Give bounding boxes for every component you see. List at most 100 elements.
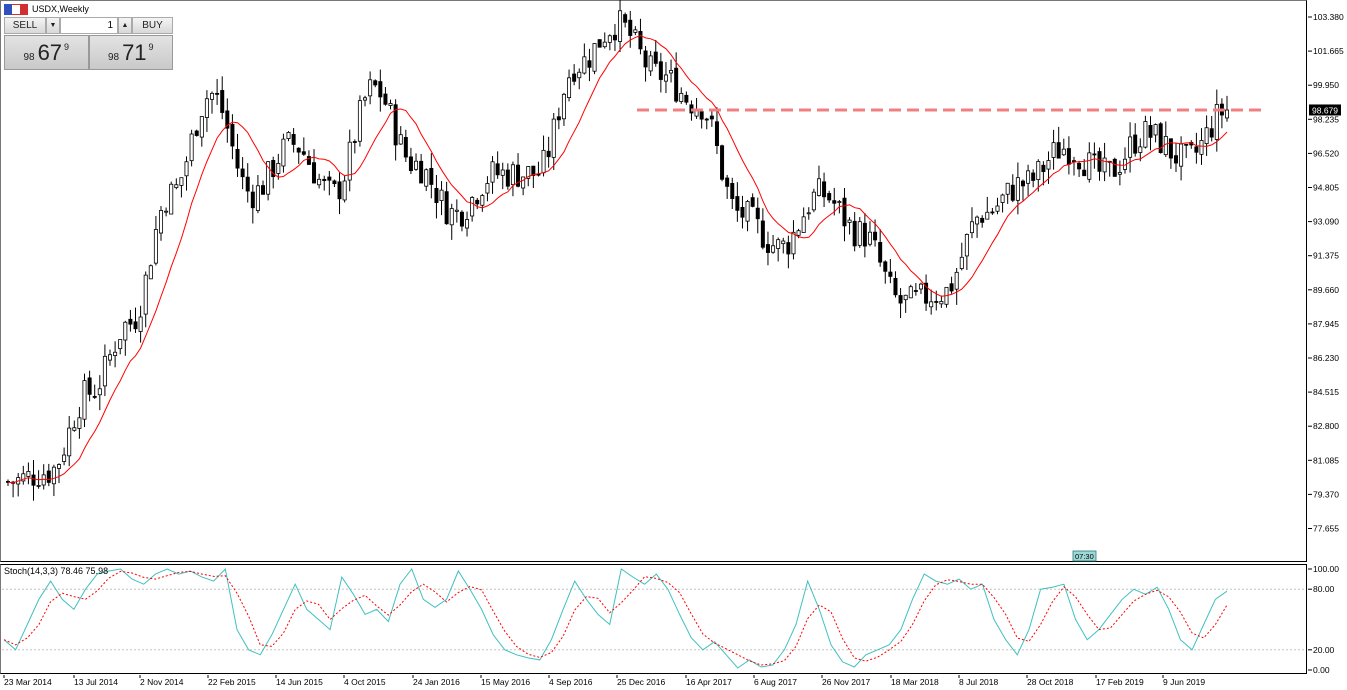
candle-body: [419, 160, 424, 184]
candle-body: [975, 216, 980, 225]
candle-body: [128, 318, 133, 325]
x-tick-label: 17 Feb 2019: [1096, 677, 1144, 687]
candle-body: [924, 282, 929, 304]
candle-body: [1117, 172, 1122, 175]
session-time-label: 07:30: [1075, 552, 1094, 561]
candle-body: [1194, 146, 1199, 153]
candle-body: [720, 145, 725, 180]
candle-body: [230, 123, 235, 147]
candle-body: [220, 90, 225, 113]
price-chart: 103.380 101.665 99.950 98.235 96.520 94.805 93…: [6, 0, 1344, 562]
quantity-dropdown-icon[interactable]: ▼: [46, 17, 60, 34]
candle-body: [607, 35, 612, 43]
candle-body: [46, 470, 51, 483]
x-tick-label: 15 May 2016: [481, 677, 530, 687]
candle-body: [801, 216, 806, 233]
candle-body: [164, 210, 169, 213]
x-tick-label: 26 Nov 2017: [822, 677, 870, 687]
candle-body: [444, 191, 449, 225]
candle-body: [276, 163, 281, 174]
sell-button[interactable]: SELL: [4, 17, 46, 34]
candle-body: [847, 219, 852, 223]
candle-body: [1077, 162, 1082, 170]
candle-body: [873, 231, 878, 241]
candle-body: [628, 19, 633, 36]
candle-body: [143, 274, 148, 315]
current-price-tag: [1309, 104, 1341, 116]
candle-body: [97, 388, 102, 396]
y-tick-label: 82.800: [1313, 421, 1339, 431]
buy-button[interactable]: BUY: [132, 17, 173, 34]
candle-body: [261, 185, 266, 195]
x-tick-label: 25 Dec 2016: [617, 677, 665, 687]
candle-body: [684, 94, 689, 103]
candle-body: [148, 265, 153, 280]
quantity-input[interactable]: 1: [60, 17, 118, 34]
stoch-signal-line: [3, 570, 1228, 666]
x-tick-label: 2 Nov 2014: [140, 677, 184, 687]
y-tick-label: 91.375: [1313, 251, 1339, 261]
candle-body: [470, 197, 475, 217]
candle-body: [102, 355, 107, 387]
candle-body: [842, 197, 847, 227]
candle-body: [985, 211, 990, 220]
candle-body: [36, 485, 41, 487]
candle-body: [510, 164, 515, 186]
candle-body: [439, 189, 444, 202]
candle-body: [883, 261, 888, 272]
candle-body: [939, 301, 944, 305]
candle-body: [679, 92, 684, 102]
candle-body: [964, 234, 969, 257]
candle-body: [1214, 104, 1219, 140]
y-tick-label: 79.370: [1313, 489, 1339, 499]
price-chart-panel[interactable]: 103.380 101.665 99.950 98.235 96.520 94.805 93…: [0, 0, 1344, 562]
candle-body: [26, 470, 31, 477]
stochastic-panel[interactable]: 100.00 80.00 20.00 0.00 23 Mar 2014 13 Jul 20…: [0, 564, 1339, 687]
candle-body: [383, 93, 388, 105]
candle-body: [1148, 125, 1153, 138]
candle-body: [980, 217, 985, 223]
candle-body: [827, 193, 832, 201]
candle-body: [424, 169, 429, 187]
candle-body: [1041, 164, 1046, 173]
candle-body: [541, 149, 546, 174]
buy-price-box[interactable]: 98 71 9: [88, 35, 173, 70]
candle-body: [317, 178, 322, 186]
candle-body: [745, 201, 750, 222]
candle-body: [1015, 177, 1020, 201]
candle-body: [602, 41, 607, 48]
quantity-up-icon[interactable]: ▲: [118, 17, 132, 34]
candle-body: [301, 151, 306, 155]
candle-body: [41, 474, 46, 486]
candle-body: [378, 81, 383, 98]
candle-body: [1051, 142, 1056, 158]
candle-body: [1087, 152, 1092, 180]
candle-body: [296, 147, 301, 153]
candle-body: [92, 396, 97, 398]
y-tick-label: 101.665: [1313, 46, 1344, 56]
candle-body: [796, 230, 801, 236]
candle-body: [363, 97, 368, 101]
buy-price-prefix: 98: [107, 52, 120, 63]
candle-body: [250, 191, 255, 209]
candle-body: [1000, 194, 1005, 203]
candle-body: [1133, 134, 1138, 154]
x-tick-label: 16 Apr 2017: [686, 677, 732, 687]
candle-body: [169, 183, 174, 215]
candle-body: [118, 339, 123, 350]
candle-body: [837, 201, 842, 203]
candle-body: [189, 133, 194, 162]
sell-price-box[interactable]: 98 67 9: [4, 35, 89, 70]
candle-body: [903, 294, 908, 301]
candle-body: [429, 167, 434, 185]
candle-body: [485, 183, 490, 194]
candle-body: [699, 111, 704, 120]
candle-body: [674, 67, 679, 102]
candle-body: [225, 110, 230, 129]
candle-body: [1046, 160, 1051, 170]
candle-body: [577, 71, 582, 79]
candle-body: [995, 205, 1000, 212]
candle-body: [337, 181, 342, 200]
candle-body: [862, 222, 867, 247]
candle-body: [1204, 127, 1209, 144]
